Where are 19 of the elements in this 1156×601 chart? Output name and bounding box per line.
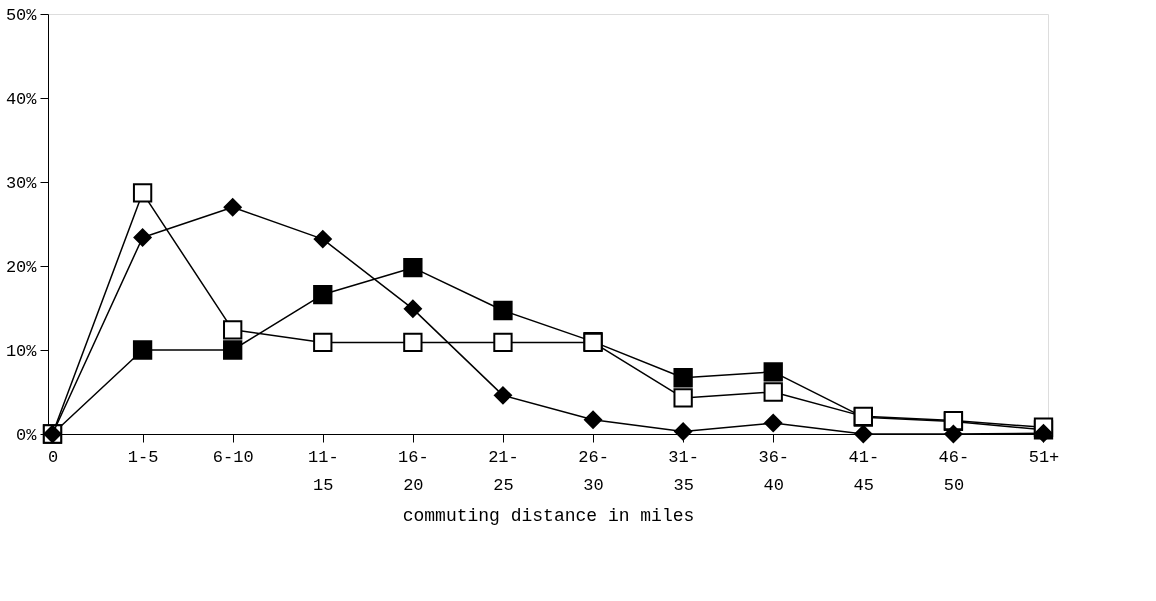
x-tick-label: 36- 40 <box>758 447 790 495</box>
x-axis-title: commuting distance in miles <box>402 505 695 526</box>
x-tick-label: 21- 25 <box>488 447 519 495</box>
x-tick-label: 31- 35 <box>668 447 699 495</box>
x-tick-label: 16- 20 <box>398 447 429 495</box>
x-tick-label: 11- 15 <box>307 447 339 495</box>
x-tick-label: 46- 50 <box>938 447 970 495</box>
x-tick-label: 26- 30 <box>578 447 609 495</box>
y-tick-label: 20% <box>5 257 38 277</box>
x-tick-label: 51+ <box>1028 447 1060 467</box>
x-tick-label: 1-5 <box>127 447 159 467</box>
y-tick-label: 0% <box>16 425 38 445</box>
x-tick-label: 0 <box>47 447 59 467</box>
x-tick-label: 6-10 <box>212 447 254 467</box>
y-tick-label: 10% <box>5 341 38 361</box>
y-tick-label: 40% <box>5 89 38 109</box>
y-tick-label: 50% <box>5 5 38 25</box>
y-tick-label: 30% <box>5 173 38 193</box>
x-tick-label: 41- 45 <box>848 447 880 495</box>
